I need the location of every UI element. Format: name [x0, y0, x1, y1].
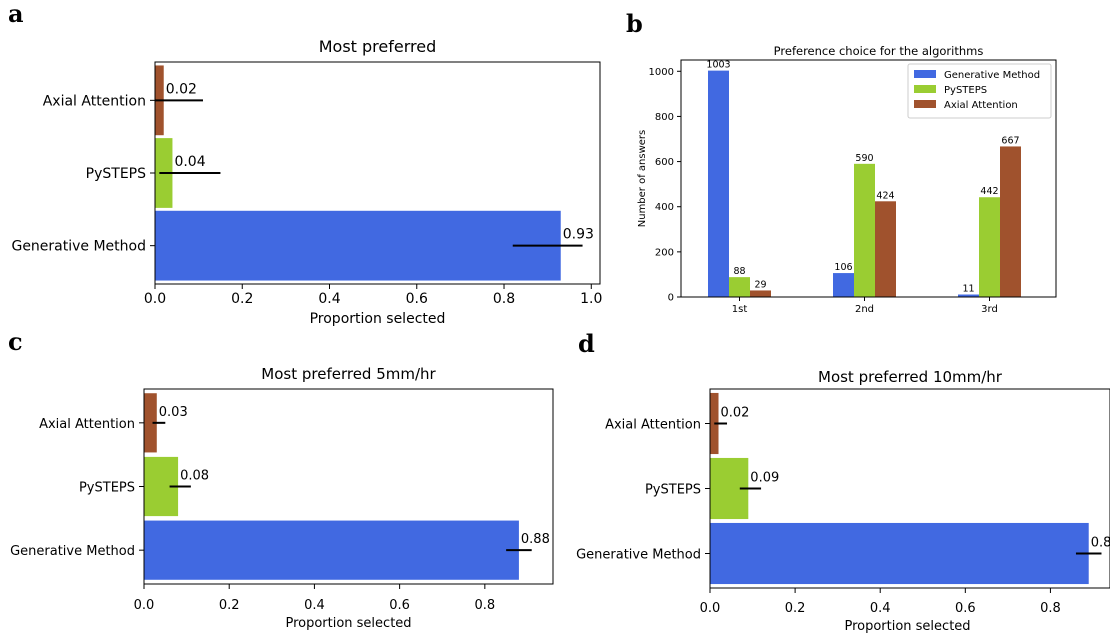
- legend-box: [907, 63, 1052, 119]
- y-tick-label-generative-method: Generative Method: [576, 548, 701, 563]
- chart-title: Most preferred 10mm/hr: [818, 368, 1003, 386]
- x-tick-label: 0.6: [955, 601, 976, 616]
- axes-frame: [143, 388, 554, 585]
- chart-title: Preference choice for the algorithms: [774, 44, 984, 58]
- y-tick-label-generative-method: Generative Method: [10, 544, 135, 559]
- y-tick-label: 400: [655, 202, 674, 213]
- y-tick-label-pysteps: PySTEPS: [86, 166, 146, 182]
- data-label-axial-attention-3rd: 667: [1001, 135, 1019, 146]
- axes-frame: [680, 59, 1057, 298]
- data-label-generative-method-3rd: 11: [962, 284, 974, 295]
- x-tick-label: 0.6: [406, 291, 428, 307]
- x-tick-label: 0.0: [700, 601, 721, 616]
- y-tick-label: 600: [655, 157, 674, 168]
- panel-letter-d: d: [578, 329, 595, 358]
- bar-pysteps-3rd: [979, 197, 1000, 297]
- x-tick-label: 0.0: [144, 291, 166, 307]
- data-label-axial-attention-2nd: 424: [876, 190, 894, 201]
- value-label-axial-attention: 0.02: [166, 81, 197, 97]
- value-label-pysteps: 0.08: [180, 469, 209, 484]
- x-tick-label: 0.2: [219, 598, 240, 613]
- value-label-axial-attention: 0.03: [159, 405, 188, 420]
- legend-swatch-pysteps: [914, 85, 936, 93]
- value-label-axial-attention: 0.02: [721, 406, 750, 421]
- bar-generative-method-1st: [708, 70, 729, 297]
- bar-generative-method: [155, 210, 561, 281]
- bar-axial-attention-1st: [750, 290, 771, 297]
- bar-pysteps-1st: [729, 277, 750, 297]
- y-tick-label: 200: [655, 247, 674, 258]
- y-tick-label-axial-attention: Axial Attention: [39, 417, 135, 432]
- panel-letter-b: b: [626, 9, 643, 38]
- axes-frame: [709, 388, 1110, 589]
- data-label-generative-method-2nd: 106: [834, 262, 852, 273]
- data-label-axial-attention-1st: 29: [754, 279, 766, 290]
- legend-label-pysteps: PySTEPS: [944, 85, 987, 96]
- legend-label-generative-method: Generative Method: [944, 70, 1040, 81]
- bar-generative-method-3rd: [958, 294, 979, 297]
- value-label-generative-method: 0.93: [563, 227, 594, 243]
- chart-panel-d: Most preferred 10mm/hr 0.8 Generative Meth…: [576, 368, 1110, 634]
- chart-title: Most preferred 5mm/hr: [261, 365, 436, 383]
- bar-axial-attention: [144, 393, 157, 453]
- legend-swatch-axial-attention: [914, 100, 936, 108]
- chart-title: Most preferred: [319, 37, 437, 56]
- x-tick-label: 0.4: [318, 291, 340, 307]
- panel-letter-a: a: [8, 0, 24, 28]
- value-label-pysteps: 0.09: [750, 471, 779, 486]
- x-tick-label: 0.2: [231, 291, 253, 307]
- x-tick-label: 0.6: [389, 598, 410, 613]
- y-axis-label: Number of answers: [637, 130, 648, 228]
- bar-generative-method-2nd: [833, 273, 854, 297]
- x-tick-label-1st: 1st: [732, 304, 748, 315]
- x-axis-label: Proportion selected: [844, 619, 970, 634]
- x-tick-label: 1.0: [580, 291, 602, 307]
- value-label-generative-method: 0.8: [1091, 536, 1110, 551]
- bar-axial-attention-3rd: [1000, 146, 1021, 297]
- value-label-generative-method: 0.88: [521, 532, 550, 547]
- x-tick-label: 0.4: [870, 601, 891, 616]
- y-tick-label: 1000: [649, 67, 674, 78]
- value-label-pysteps: 0.04: [174, 154, 205, 170]
- data-label-pysteps-1st: 88: [733, 266, 745, 277]
- data-label-pysteps-2nd: 590: [855, 153, 873, 164]
- x-tick-label-3rd: 3rd: [981, 304, 998, 315]
- x-tick-label: 0.0: [134, 598, 155, 613]
- legend-label-axial-attention: Axial Attention: [944, 100, 1018, 111]
- y-tick-label-axial-attention: Axial Attention: [605, 418, 701, 433]
- chart-panel-a: Most preferred 0.93 Generative Method 0.04 P…: [11, 37, 602, 327]
- legend: Generative Method PySTEPS Axial Attention: [907, 63, 1052, 119]
- y-tick-label: 800: [655, 112, 674, 123]
- y-tick-label-axial-attention: Axial Attention: [43, 93, 146, 109]
- legend-swatch-generative-method: [914, 70, 936, 78]
- bar-axial-attention-2nd: [875, 201, 896, 297]
- x-tick-label: 0.4: [304, 598, 325, 613]
- chart-panel-c: Most preferred 5mm/hr 0.88 Generative Meth…: [10, 365, 554, 631]
- x-tick-label: 0.8: [1040, 601, 1061, 616]
- data-label-pysteps-3rd: 442: [980, 186, 998, 197]
- y-tick-label: 0: [668, 293, 674, 304]
- x-tick-label-2nd: 2nd: [855, 304, 874, 315]
- x-axis-label: Proportion selected: [310, 311, 446, 327]
- x-tick-label: 0.2: [785, 601, 806, 616]
- axes-frame: [154, 61, 601, 285]
- x-tick-label: 0.8: [493, 291, 515, 307]
- panel-letters: a b c d: [8, 0, 643, 358]
- x-tick-label: 0.8: [474, 598, 495, 613]
- bar-pysteps-2nd: [854, 163, 875, 297]
- data-label-generative-method-1st: 1003: [706, 60, 730, 71]
- x-axis-label: Proportion selected: [285, 616, 411, 631]
- bar-generative-method: [144, 520, 519, 580]
- bar-generative-method: [710, 522, 1089, 585]
- chart-panel-b: Preference choice for the algorithms 1003…: [637, 44, 1057, 315]
- y-tick-label-generative-method: Generative Method: [11, 239, 146, 255]
- y-tick-label-pysteps: PySTEPS: [79, 481, 135, 496]
- y-tick-label-pysteps: PySTEPS: [645, 483, 701, 498]
- panel-letter-c: c: [8, 327, 23, 356]
